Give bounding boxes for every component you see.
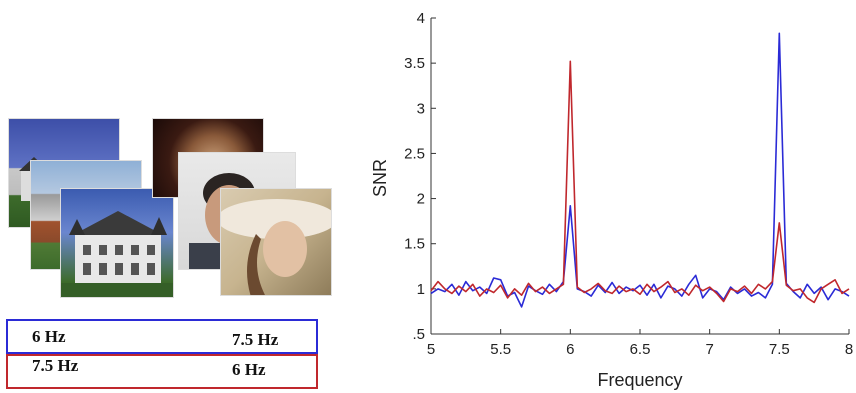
x-tick-label: 6 [566,341,574,358]
x-tick-label: 6.5 [630,341,651,358]
y-tick-label: 2 [417,191,425,208]
condition-1-right-rate: 7.5 Hz [232,330,279,349]
condition-box-blue [6,319,318,354]
y-axis-label: SNR [370,159,390,197]
chart-axes: 5 5.5 6 6.5 7 7.5 8 .5 1 1.5 2 2.5 3 3.5 4 [404,10,853,358]
x-tick-label: 8 [845,341,853,358]
series-line-red [430,60,850,304]
series-line-blue [430,32,850,308]
x-tick-label: 5.5 [490,341,511,358]
y-tick-label: 3 [417,100,425,117]
x-axis-label: Frequency [597,370,682,390]
x-tick-label: 5 [427,341,435,358]
chart-series [430,32,850,308]
y-tick-label: 1 [417,281,425,298]
condition-2-left-rate: 7.5 Hz [32,356,79,375]
y-tick-label: 3.5 [404,55,425,72]
house-icon [61,211,173,297]
condition-box-red [6,354,318,389]
y-tick-label: 1.5 [404,236,425,253]
x-tick-label: 7 [705,341,713,358]
face-icon [221,199,331,295]
x-tick-label: 7.5 [769,341,790,358]
y-tick-label: 4 [417,10,425,27]
condition-2-right-rate: 6 Hz [232,360,266,379]
house-photo-front [60,188,174,298]
face-photo-front [220,188,332,296]
y-tick-label: 2.5 [404,145,425,162]
y-tick-label: .5 [412,326,425,343]
condition-1-left-rate: 6 Hz [32,327,66,346]
